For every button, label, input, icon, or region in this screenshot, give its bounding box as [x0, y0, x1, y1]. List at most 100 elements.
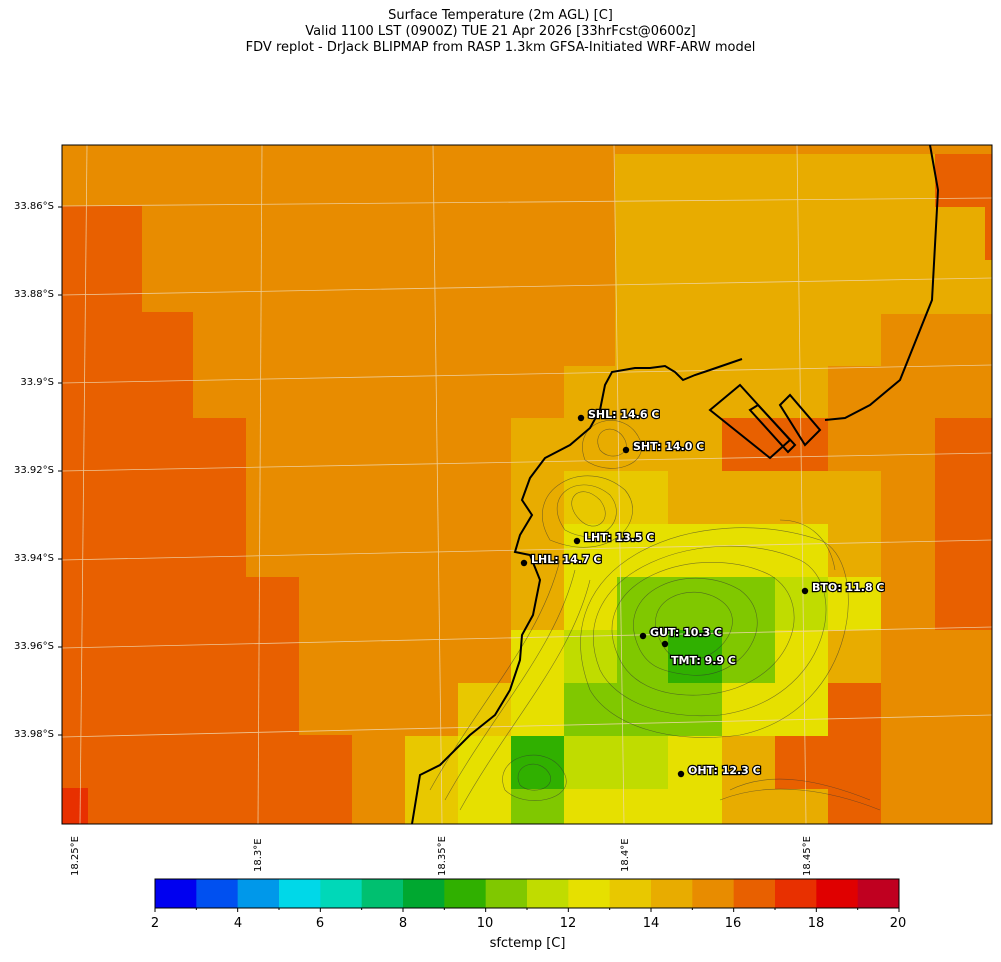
colorbar-swatch: [692, 879, 735, 908]
graticule-lon: [79, 145, 88, 824]
colorbar-swatch: [320, 879, 363, 908]
graticule-lat: [62, 364, 992, 384]
colorbar-tick-label: 2: [150, 916, 160, 931]
colorbar-swatch: [651, 879, 693, 908]
coastline-west: [411, 358, 743, 824]
temperature-cell: [62, 735, 352, 824]
station-label-lht: LHT: 13.5 C: [584, 531, 654, 544]
graticule-lat: [62, 197, 992, 207]
station-marker-sht: [622, 446, 630, 454]
colorbar-swatch: [609, 879, 652, 908]
temperature-cell: [775, 577, 828, 630]
station-markers: SHL: 14.6 C SHT: 14.0 C LHT: 13.5 C LHL: 14…: [520, 407, 886, 778]
station-label-gut: GUT: 10.3 C: [650, 626, 722, 639]
colorbar-tick-label: 4: [233, 916, 243, 931]
graticule-lat: [62, 539, 992, 561]
temperature-cell: [828, 630, 881, 683]
coastline-east: [824, 145, 940, 421]
chart-source: FDV replot - DrJack BLIPMAP from RASP 1.…: [245, 40, 756, 55]
lon-label: 18.25°E: [70, 836, 81, 876]
colorbar-tick-label: 6: [315, 916, 325, 931]
chart-title: Surface Temperature (2m AGL) [C]: [388, 8, 613, 23]
coastline: [411, 145, 940, 824]
graticule-lat: [62, 714, 992, 738]
lat-label: 33.98°S: [14, 729, 54, 740]
temperature-cell: [511, 736, 564, 789]
graticule-lat: [62, 452, 992, 472]
temperature-cell: [828, 366, 881, 418]
station-marker-shl: [577, 414, 585, 422]
temperature-cell: [511, 418, 722, 471]
colorbar-tick-label: 18: [807, 916, 825, 931]
temperature-cell: [511, 789, 564, 824]
station-marker-lht: [573, 537, 581, 545]
station-label-shl: SHL: 14.6 C: [588, 408, 659, 421]
station-label-lhl: LHL: 14.7 C: [531, 553, 602, 566]
colorbar-tick-label: 20: [889, 916, 907, 931]
station-marker-tmt: [661, 640, 669, 648]
colorbar-swatch: [527, 879, 569, 908]
colorbar: [154, 878, 900, 912]
colorbar-swatch: [568, 879, 611, 908]
harbour-dock: [778, 393, 822, 447]
colorbar-swatch: [196, 879, 239, 908]
temperature-cell: [722, 683, 775, 736]
station-label-oht: OHT: 12.3 C: [688, 764, 761, 777]
colorbar-tick-label: 16: [724, 916, 742, 931]
temperature-cell: [722, 789, 828, 824]
temperature-cell: [935, 418, 992, 630]
colorbar-swatch: [444, 879, 487, 908]
temperature-cell: [668, 736, 722, 824]
temperature-cell: [511, 683, 564, 736]
lon-label: 18.35°E: [437, 836, 448, 876]
station-label-tmt: TMT: 9.9 C: [671, 654, 736, 667]
temperature-cell: [564, 736, 668, 789]
lat-label: 33.96°S: [14, 641, 54, 652]
graticule-lon: [432, 145, 443, 824]
colorbar-swatch: [816, 879, 859, 908]
graticule: [62, 145, 992, 824]
graticule-lon: [796, 145, 807, 824]
colorbar-swatch: [403, 879, 445, 908]
temperature-cell: [935, 154, 992, 207]
harbour-pier: [748, 403, 797, 454]
station-label-bto: BTO: 11.8 C: [812, 581, 885, 594]
lat-label: 33.9°S: [20, 377, 54, 388]
temperature-cell: [405, 736, 458, 824]
lat-label: 33.92°S: [14, 465, 54, 476]
chart-valid-time: Valid 1100 LST (0900Z) TUE 21 Apr 2026 […: [305, 24, 696, 39]
graticule-lon: [257, 145, 263, 824]
terrain-contours: [429, 420, 881, 811]
station-label-sht: SHT: 14.0 C: [633, 440, 704, 453]
lat-label: 33.94°S: [14, 553, 54, 564]
colorbar-swatch: [733, 879, 776, 908]
temperature-field: [62, 145, 992, 824]
colorbar-swatch: [361, 879, 404, 908]
temperature-cell: [564, 524, 617, 577]
temperature-cell: [564, 630, 617, 683]
plot-frame: [61, 144, 993, 825]
colorbar-swatch: [775, 879, 817, 908]
colorbar-swatch: [279, 879, 321, 908]
colorbar-tick-label: 14: [642, 916, 660, 931]
station-marker-lhl: [520, 559, 528, 567]
colorbar-swatch: [237, 879, 280, 908]
lat-label: 33.86°S: [14, 201, 54, 212]
lon-label: 18.3°E: [253, 838, 264, 872]
lat-ticks: [58, 206, 62, 736]
station-marker-bto: [801, 587, 809, 595]
temperature-cell: [985, 207, 992, 260]
temperature-cell: [828, 577, 881, 630]
temperature-cell: [617, 524, 775, 577]
colorbar-tick-label: 10: [476, 916, 494, 931]
colorbar-tick-label: 12: [559, 916, 577, 931]
temperature-cell: [828, 683, 881, 824]
temperature-cell: [668, 630, 722, 683]
lon-label: 18.45°E: [802, 836, 813, 876]
lat-label: 33.88°S: [14, 289, 54, 300]
colorbar-label: sfctemp [C]: [489, 936, 566, 951]
graticule-lon: [613, 145, 625, 824]
chart-title-block: Surface Temperature (2m AGL) [C] Valid 1…: [0, 8, 1001, 56]
temperature-cell: [458, 683, 511, 736]
